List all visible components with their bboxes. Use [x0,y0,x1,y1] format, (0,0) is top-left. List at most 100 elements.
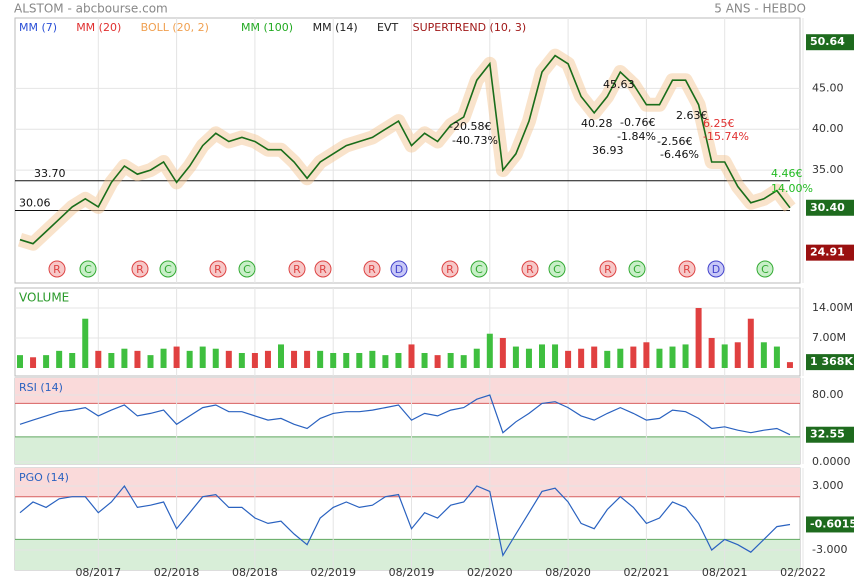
signal-label: C [761,263,769,276]
annotation: 45.63 [603,78,635,91]
x-tick-label: 08/2017 [75,566,121,579]
volume-bar [643,342,650,368]
signal [238,260,256,278]
volume-bar [447,352,454,368]
signal-label: R [526,263,534,276]
value-badge [806,426,854,443]
volume-bar [460,355,467,368]
volume-bar [69,352,76,368]
overbought-zone [15,468,800,497]
signal-label: C [475,263,483,276]
signal [678,260,696,278]
volume-bar [17,355,23,368]
chart-title: ALSTOM - abcbourse.com [14,2,168,16]
signal [363,260,381,278]
x-tick-label: 08/2018 [232,566,278,579]
volume-bar [786,362,793,368]
volume-bar [617,348,624,368]
x-tick-label: 02/2020 [467,566,513,579]
signal-label: C [633,263,641,276]
indicator-label: MM (7) [19,21,57,34]
annotation: 40.28 [581,117,613,130]
signal [79,260,97,278]
signal [314,260,332,278]
volume-bar [291,350,298,368]
badge-label: 1 368K [810,355,853,368]
volume-bar [278,344,284,368]
volume-bar [121,348,128,368]
signal [441,260,459,278]
signal-label: D [395,263,403,276]
x-tick-label: 08/2019 [389,566,435,579]
signal-label: R [319,263,327,276]
value-badge [806,34,854,51]
annotation: -6.46% [660,148,699,161]
volume-bar [499,337,506,368]
volume-bar [30,357,37,368]
signal [48,260,66,278]
volume-bar [434,355,441,368]
x-tick-label: 02/2019 [310,566,356,579]
signal [599,260,617,278]
indicator-label: EVT [377,21,398,34]
annotation: 14.00% [771,182,813,195]
volume-bar [773,346,780,368]
y-tick-label: 14.00M [812,301,853,314]
panel-title: VOLUME [19,291,69,305]
volume-bar [421,352,428,368]
volume-bar [199,346,206,368]
y-tick-label: 40.00 [812,122,844,135]
volume-bar [395,352,402,368]
volume-bar [708,337,715,368]
panel-title: RSI (14) [19,381,63,394]
annotation: -15.74% [703,130,749,143]
volume-bar [343,352,350,368]
signal-label: R [683,263,691,276]
volume-bar [408,344,415,368]
volume-bar [656,348,663,368]
volume-bar [734,342,741,368]
signal-label: R [446,263,454,276]
volume-bar [630,346,637,368]
x-tick-label: 08/2020 [545,566,591,579]
x-tick-label: 02/2018 [154,566,200,579]
y-tick-label: -3.000 [812,543,847,556]
badge-label: 50.64 [810,35,845,48]
signal-label: R [136,263,144,276]
volume-bar [552,344,559,368]
annotation: 36.93 [592,144,624,157]
signal-label: R [214,263,222,276]
annotation: -20.58€ [449,120,491,133]
volume-bar [695,308,702,368]
badge-label: 24.91 [810,246,845,259]
signal-label: C [164,263,172,276]
annotation: -1.84% [617,130,656,143]
signal [470,260,488,278]
signal-label: R [53,263,61,276]
volume-bar [578,348,585,368]
volume-bar [304,350,311,368]
volume-bar [212,348,219,368]
volume-bar [565,350,572,368]
indicator-label: MM (14) [313,21,358,34]
signal [390,260,408,278]
volume-bar [591,346,598,368]
volume-bar [512,346,519,368]
x-tick-label: 08/2021 [702,566,748,579]
volume-bar [264,350,271,368]
badge-label: -0.6015 [810,517,855,530]
level-label: 33.70 [34,167,66,180]
period: 5 ANS - HEBDO [714,2,806,16]
badge-label: 32.55 [810,428,845,441]
volume-bar [369,350,376,368]
volume-bar [225,350,232,368]
annotation: -40.73% [452,134,498,147]
signal-label: C [243,263,251,276]
annotation: 6.25€ [703,117,735,130]
oversold-zone [15,436,800,464]
annotation: -2.56€ [657,135,692,148]
value-badge [806,516,854,533]
volume-bar [721,344,728,368]
value-badge [806,199,854,216]
